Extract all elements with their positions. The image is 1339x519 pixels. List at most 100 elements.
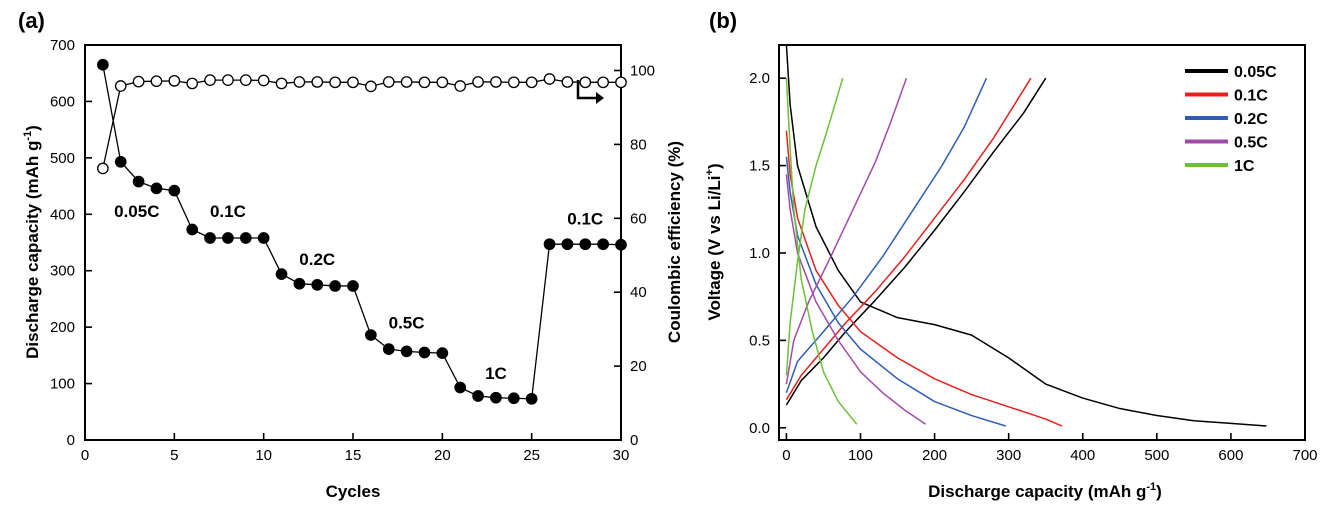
- discharge-capacity-point: [347, 280, 359, 292]
- y2-tick-label: 100: [630, 62, 655, 79]
- coulombic-efficiency-point: [525, 76, 538, 89]
- legend-label: 0.1C: [1234, 88, 1268, 105]
- y-tick-label: 200: [50, 319, 75, 336]
- coulombic-efficiency-point: [454, 80, 467, 92]
- rate-annotation: 1C: [485, 364, 507, 383]
- panel-a-y2-axis: 0 20 40 60 80 100: [614, 62, 655, 449]
- panel-a-rate-annotations: 0.05C 0.1C 0.2C 0.5C 1C 0.1C: [114, 202, 603, 383]
- legend-label: 0.2C: [1234, 111, 1268, 128]
- coulombic-efficiency-point: [150, 75, 163, 88]
- rate-annotation: 0.05C: [114, 202, 159, 221]
- panel-a-x-axis: 0 5 10 15 20 25 30: [81, 433, 629, 464]
- discharge-capacity-point: [114, 155, 127, 168]
- panel-b-y-axis-title: Voltage (V vs Li/Li+): [704, 163, 724, 320]
- discharge-capacity-point: [222, 232, 234, 244]
- y-tick-label: 1.5: [749, 158, 770, 175]
- y-tick-label: 0.0: [749, 420, 770, 437]
- coulombic-efficiency-point: [132, 75, 145, 88]
- y-tick-label: 100: [50, 376, 75, 393]
- discharge-capacity-point: [168, 184, 181, 197]
- discharge-capacity-point: [365, 329, 377, 341]
- discharge-capacity-point: [239, 232, 252, 244]
- coulombic-efficiency-point: [186, 77, 199, 90]
- curve-0.05C-discharge: [785, 45, 1267, 427]
- coulombic-efficiency-point: [490, 76, 502, 88]
- panel-a-series: [97, 58, 627, 405]
- x-tick-label: 100: [848, 447, 873, 464]
- curve-0.2C-charge: [785, 77, 988, 394]
- discharge-capacity-point: [525, 392, 538, 405]
- discharge-capacity-point: [436, 347, 449, 359]
- coulombic-efficiency-point: [114, 80, 127, 92]
- panel-a-plot-frame: [84, 44, 622, 441]
- discharge-capacity-point: [257, 232, 270, 244]
- x-tick-label: 600: [1218, 447, 1243, 464]
- legend-label: 0.5C: [1234, 135, 1268, 152]
- coulombic-efficiency-point: [257, 74, 270, 87]
- rate-annotation: 0.1C: [567, 209, 603, 228]
- x-tick-label: 5: [170, 447, 178, 464]
- panel-a-y-axis: 0 100 200 300 400 500 600 700: [50, 37, 92, 449]
- x-tick-label: 0: [782, 447, 790, 464]
- discharge-capacity-point: [293, 277, 306, 290]
- curve-1C-discharge: [785, 78, 858, 425]
- panel-b-y-axis: 0.0 0.5 1.0 1.5 2.0: [749, 70, 786, 437]
- coulombic-efficiency-point: [382, 76, 395, 88]
- discharge-capacity-point: [275, 268, 288, 280]
- x-tick-label: 15: [345, 447, 362, 464]
- panel-b-plot-frame: [778, 44, 1306, 441]
- y-tick-label: 0.5: [749, 332, 770, 349]
- coulombic-efficiency-point: [222, 74, 234, 86]
- y-tick-label: 0: [67, 432, 75, 449]
- coulombic-efficiency-point: [472, 76, 484, 88]
- panel-b-x-axis-title: Discharge capacity (mAh g-1): [928, 481, 1162, 501]
- coulombic-efficiency-point: [579, 76, 592, 89]
- coulombic-efficiency-point: [365, 80, 377, 93]
- legend-label: 0.05C: [1234, 64, 1277, 81]
- coulombic-efficiency-point: [347, 76, 359, 89]
- panel-b-series: [785, 45, 1267, 427]
- coulombic-efficiency-point: [204, 74, 216, 86]
- coulombic-efficiency-point: [561, 76, 574, 88]
- coulombic-efficiency-point: [239, 74, 252, 86]
- discharge-capacity-point: [132, 175, 145, 188]
- panel-b-x-axis: 0 100 200 300 400 500 600 700: [782, 433, 1318, 464]
- y2-tick-label: 80: [630, 136, 647, 153]
- panel-a-x-axis-title: Cycles: [326, 482, 381, 501]
- coulombic-efficiency-line: [102, 78, 621, 169]
- x-tick-label: 20: [434, 447, 451, 464]
- curve-0.5C-discharge: [785, 174, 927, 425]
- coulombic-efficiency-point: [400, 76, 413, 88]
- coulombic-efficiency-point: [543, 73, 556, 85]
- x-tick-label: 25: [523, 447, 540, 464]
- y-tick-label: 2.0: [749, 70, 770, 87]
- y2-tick-label: 40: [630, 284, 647, 301]
- discharge-capacity-point: [329, 280, 341, 292]
- x-tick-label: 0: [81, 447, 89, 464]
- coulombic-efficiency-point: [275, 77, 288, 90]
- discharge-capacity-point: [204, 232, 216, 244]
- discharge-capacity-point: [472, 390, 484, 402]
- y2-tick-label: 20: [630, 358, 647, 375]
- discharge-capacity-point: [150, 182, 163, 195]
- legend-label: 1C: [1234, 158, 1255, 175]
- y-tick-label: 400: [50, 206, 75, 223]
- y-tick-label: 300: [50, 263, 75, 280]
- curve-0.05C-charge: [785, 77, 1047, 406]
- x-tick-label: 200: [922, 447, 947, 464]
- coulombic-efficiency-point: [293, 76, 306, 88]
- coulombic-efficiency-point: [507, 76, 520, 89]
- y-tick-label: 500: [50, 150, 75, 167]
- x-tick-label: 500: [1144, 447, 1169, 464]
- coulombic-efficiency-point: [311, 76, 324, 88]
- panel-b-legend: 0.05C 0.1C 0.2C 0.5C 1C: [1185, 64, 1277, 175]
- discharge-capacity-point: [97, 58, 109, 71]
- y2-tick-label: 0: [630, 432, 638, 449]
- rate-annotation: 0.1C: [210, 202, 246, 221]
- right-axis-arrow-icon: [576, 80, 604, 104]
- panel-a-y-axis-title: Discharge capacity (mAh g-1): [22, 125, 42, 359]
- discharge-capacity-point: [507, 392, 520, 405]
- coulombic-efficiency-point: [436, 76, 449, 89]
- y-tick-label: 600: [50, 93, 75, 110]
